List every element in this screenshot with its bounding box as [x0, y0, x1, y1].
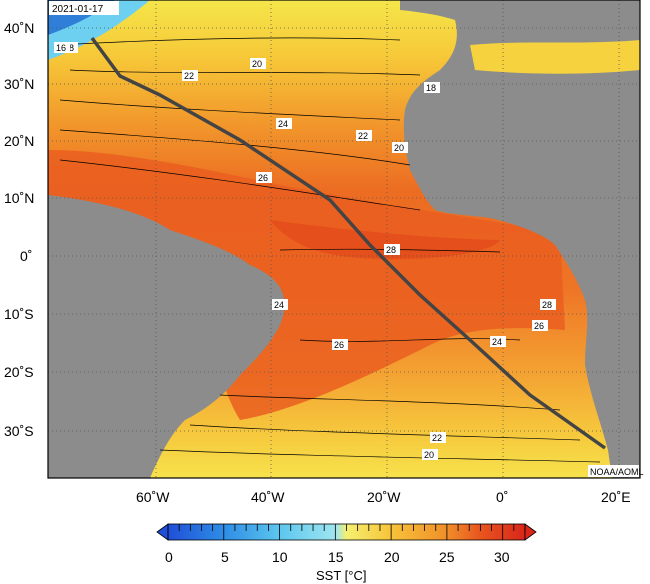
contour-label: 28	[386, 245, 396, 255]
contour-label-bg	[250, 58, 266, 69]
contour-label-bg	[356, 130, 372, 141]
date-label-box	[49, 1, 119, 15]
contour-label-bg	[422, 449, 438, 460]
latitude-labels: 40˚N 30˚N 20˚N 10˚N 0˚ 10˚S 20˚S 30˚S	[4, 20, 34, 439]
contour-label: 22	[184, 71, 194, 81]
lon-label: 0˚	[496, 489, 508, 505]
africa-europe-land	[400, 0, 640, 478]
colorbar-min-arrow	[156, 523, 169, 541]
mediterranean-sea	[470, 40, 640, 74]
colorbar-tick-label: 25	[439, 549, 455, 565]
lon-label: 60˚W	[136, 489, 170, 505]
lat-label: 40˚N	[4, 20, 34, 36]
map-frame	[47, 0, 641, 479]
contour-label-bg	[256, 172, 272, 183]
lat-label: 20˚S	[4, 364, 34, 380]
contour-label-bg	[490, 336, 506, 347]
contour-label-bg	[532, 320, 548, 331]
credit-label: NOAA/AOML	[590, 467, 644, 477]
contour-label: 20	[424, 450, 434, 460]
lon-label: 20˚E	[601, 489, 631, 505]
contour-label: 20	[394, 143, 404, 153]
colorbar-max-arrow	[524, 523, 537, 541]
graticule	[48, 0, 640, 478]
south-america-land	[48, 195, 285, 478]
contour-label: 16	[56, 43, 66, 53]
contour-label-bg	[430, 432, 446, 443]
contour-label: 22	[432, 433, 442, 443]
contour-label: 20	[252, 59, 262, 69]
contour-label-bg	[332, 339, 348, 350]
map-panel: 1816202218242220262828262624242220	[48, 0, 640, 478]
lat-label: 20˚N	[4, 133, 34, 149]
credit-box	[588, 465, 639, 477]
colorbar-ticks	[167, 524, 526, 540]
cruise-track	[90, 36, 607, 450]
contour-label-bg	[384, 244, 400, 255]
lat-label: 30˚N	[4, 76, 34, 92]
contour-label: 22	[358, 131, 368, 141]
contour-label-bg	[272, 299, 288, 310]
contour-label: 18	[426, 83, 436, 93]
contour-label-group: 1816202218242220262828262624242220	[54, 42, 556, 460]
colorbar: 0 5 10 15 20 25 30 SST [°C]	[156, 523, 537, 583]
contour-label: 24	[492, 337, 502, 347]
contour-label: 24	[278, 119, 288, 129]
contour-label: 26	[258, 173, 268, 183]
colorbar-tick-label: 15	[328, 549, 344, 565]
lat-label: 0˚	[20, 248, 32, 264]
contour-label-bg	[392, 142, 408, 153]
colorbar-tick-label: 0	[165, 549, 173, 565]
contour-label: 26	[334, 340, 344, 350]
longitude-labels: 60˚W 40˚W 20˚W 0˚ 20˚E	[136, 489, 631, 505]
warm-pool	[48, 150, 565, 420]
contour-label: 26	[534, 321, 544, 331]
date-label: 2021-01-17	[52, 4, 104, 15]
contour-label-bg	[424, 82, 440, 93]
lon-label: 40˚W	[251, 489, 285, 505]
contour-label-bg	[182, 70, 198, 81]
lat-label: 10˚N	[4, 190, 34, 206]
colorbar-title: SST [°C]	[316, 568, 366, 583]
contour-label-bg	[54, 42, 70, 53]
lat-label: 10˚S	[4, 306, 34, 322]
contour-label-bg	[540, 299, 556, 310]
colorbar-tick-label: 5	[221, 549, 229, 565]
contour-label-bg	[276, 118, 292, 129]
colorbar-tick-label: 30	[494, 549, 510, 565]
contour-label: 28	[542, 300, 552, 310]
colorbar-tick-label: 10	[272, 549, 288, 565]
colorbar-tick-label: 20	[384, 549, 400, 565]
contour-label: 24	[274, 300, 284, 310]
lon-label: 20˚W	[367, 489, 401, 505]
lat-label: 30˚S	[4, 423, 34, 439]
